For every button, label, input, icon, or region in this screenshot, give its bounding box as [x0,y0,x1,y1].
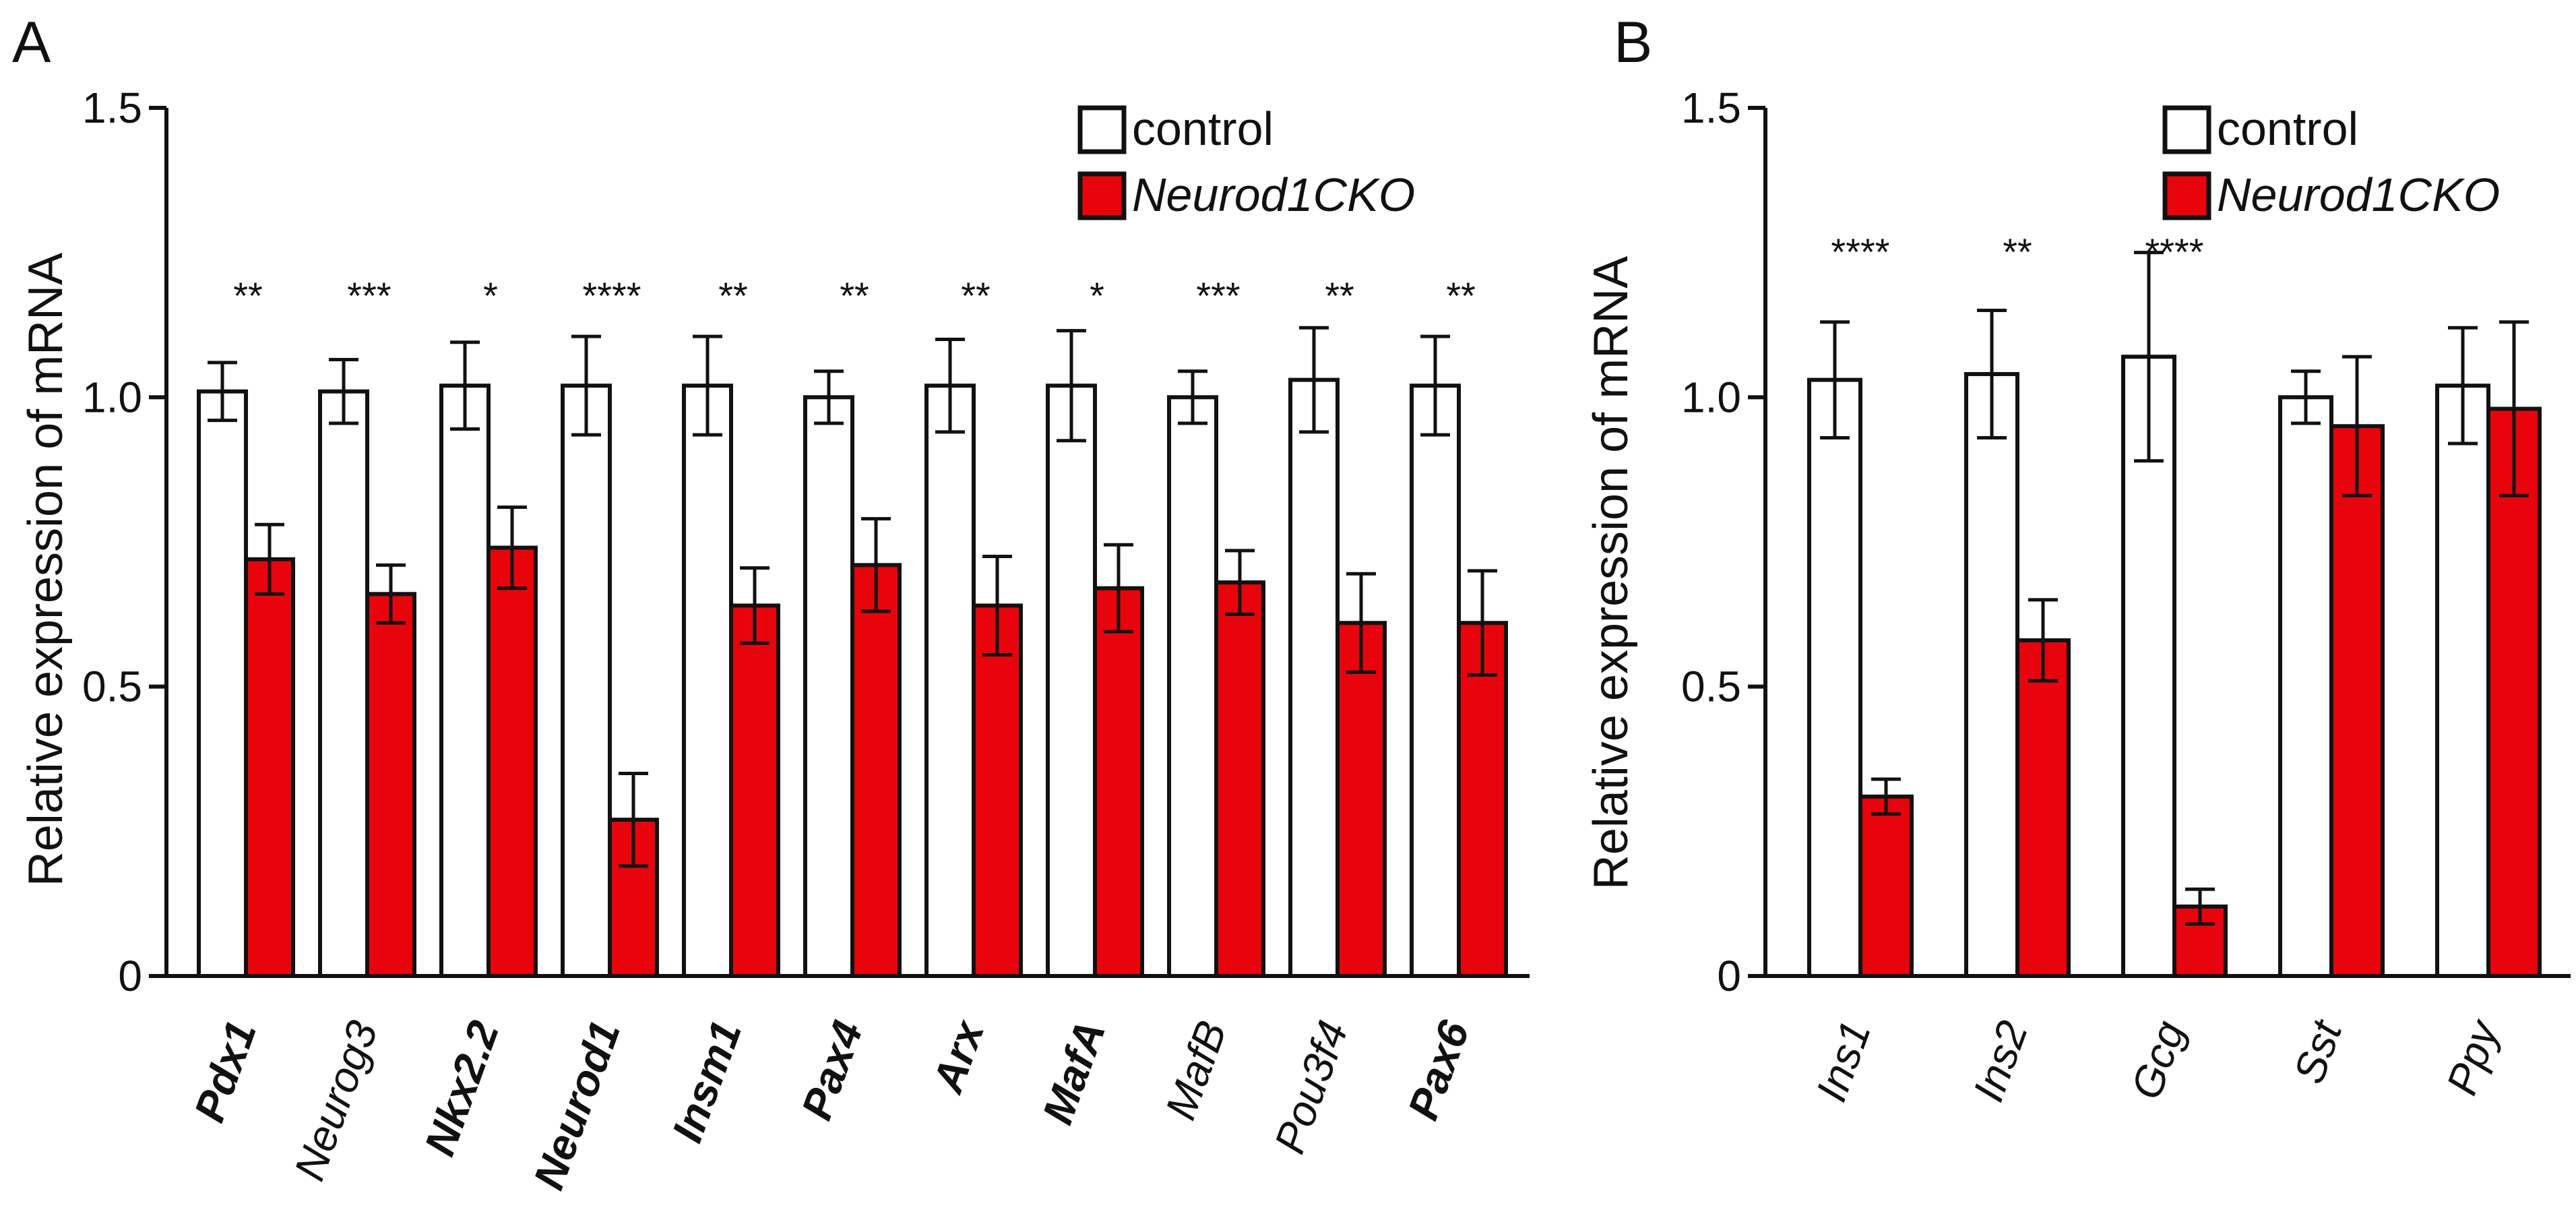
panel-a-bar-control [1288,377,1340,978]
panel-a-bar-control [197,389,248,978]
panel-a-x-tick-label: Pax6 [1398,1014,1478,1126]
panel-b-y-tick-label: 0 [1717,952,1741,1000]
panel-b-y-tick-label: 0.5 [1681,663,1741,711]
panel-a-bar-control [561,384,612,978]
panel-b-chart: B Relative expression of mRNA 0 0.5 1.0 1.5… [1584,10,2571,1107]
panel-a-x-tick-label: Nkx2.2 [415,1014,508,1162]
panel-b-y-tick-label: 1.0 [1681,373,1741,421]
panel-b-label: B [1614,10,1652,75]
panel-b-legend-swatch-control [2162,105,2211,154]
panel-b-x-tick-label: Ppy [2437,1012,2509,1101]
panel-b-bar-control [2435,384,2490,978]
panel-b-bar-cko [2329,424,2385,978]
panel-a-bar-cko [850,563,902,978]
panel-b-bar-control [1964,371,2019,978]
panel-a-legend-swatch-control [1077,105,1127,154]
panel-a-x-tick-label: Pou3f4 [1265,1014,1357,1159]
panel-b-bar-control [2121,355,2176,978]
panel-a-x-tick-label: Pax4 [792,1014,872,1126]
panel-a-bar-cko [1214,580,1265,978]
panel-a-bar-cko [1093,586,1144,978]
panel-b-x-tick-label: Sst [2284,1013,2352,1090]
panel-a-x-tick-label: Neurod1 [524,1014,629,1196]
panel-b-bar-control [1807,377,1862,978]
panel-a-significance-marker: ** [961,274,991,317]
panel-a-legend-swatch-cko [1077,171,1127,220]
panel-a-x-tick-label: Insm1 [662,1014,751,1148]
panel-b-significance-marker: ** [2003,231,2032,273]
panel-a-bar-control [1410,384,1461,978]
panel-b-y-tick-label: 1.5 [1681,84,1741,132]
panel-a-bar-cko [486,545,538,978]
panel-a-significance-marker: *** [347,274,391,317]
panel-b-significance-marker: **** [1831,231,1889,273]
panel-a-y-tick-label: 1.5 [82,84,142,132]
panel-b-bar-cko [2015,638,2071,978]
panel-a-bar-cko [729,603,780,978]
panel-a-bar-control [682,384,733,978]
panel-a-y-tick-label: 1.0 [82,373,142,421]
panel-a-significance-marker: ** [1325,274,1354,317]
panel-a-bar-control [1167,395,1218,978]
panel-a-bar-control [803,395,854,978]
panel-a-y-tick-label: 0.5 [82,663,142,711]
panel-a-significance-marker: ** [718,274,748,317]
panel-a-bar-cko [365,592,416,978]
panel-a-y-axis-label: Relative expression of mRNA [19,253,73,886]
panel-a-significance-marker: **** [582,274,641,317]
panel-b-x-tick-label: Ins1 [1807,1014,1880,1107]
panel-a-significance-marker: * [1090,274,1104,317]
panel-b-bar-cko [1858,794,1914,979]
panel-a-x-tick-label: MafB [1156,1014,1236,1126]
panel-a-significance-marker: ** [840,274,869,317]
panel-a-x-tick-label: Arx [922,1013,994,1100]
panel-a-bar-cko [1336,621,1387,978]
panel-a-bar-cko [244,557,295,978]
panel-b-bar-cko [2486,406,2542,978]
panel-b-bar-control [2278,395,2333,978]
panel-a-significance-marker: ** [233,274,263,317]
panel-a-bar-control [318,389,369,978]
panel-a-bar-cko [972,603,1023,978]
panel-b-y-axis-label: Relative expression of mRNA [1584,256,1638,890]
panel-a-bar-control [1046,384,1097,978]
panel-b-legend-label-control: control [2217,102,2358,155]
panel-b-significance-marker: **** [2145,231,2203,273]
panel-a-bar-control [924,384,976,978]
panel-b-legend-swatch-cko [2162,171,2211,220]
panel-a-significance-marker: ** [1446,274,1476,317]
panel-a-label: A [12,10,51,75]
panel-a-x-tick-label: MafA [1033,1014,1114,1130]
panel-b-legend-label-cko: Neurod1CKO [2217,169,2500,221]
panel-a-x-tick-label: Pdx1 [185,1014,265,1128]
panel-a-legend-label-control: control [1132,102,1274,155]
panel-a-significance-marker: * [483,274,498,317]
panel-b-x-tick-label: Ins2 [1964,1014,2037,1107]
panel-a-x-tick-label: Neurog3 [285,1014,387,1187]
panel-b-x-tick-label: Gcg [2121,1014,2194,1105]
panel-a-legend-label-cko: Neurod1CKO [1132,169,1415,221]
panel-a-chart: A Relative expression of mRNA 0 0.5 1.0 1.5… [12,10,1530,1196]
panel-a-significance-marker: *** [1196,274,1240,317]
panel-a-y-tick-label: 0 [118,952,142,1000]
panel-a-bar-control [439,384,491,978]
